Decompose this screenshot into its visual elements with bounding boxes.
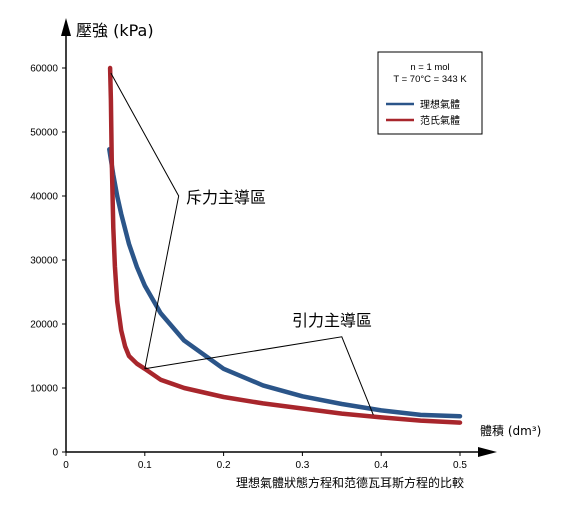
y-tick-label: 60000 <box>30 64 58 75</box>
y-tick-label: 40000 <box>30 192 58 203</box>
x-tick-label: 0.2 <box>217 460 231 471</box>
legend-label-vdw: 范氏氣體 <box>420 114 460 127</box>
x-tick-label: 0.1 <box>138 460 152 471</box>
y-tick-label: 10000 <box>30 384 58 395</box>
tick-layer: 0 0.1 0.2 0.3 0.4 0.5 0 10000 20000 30000 40000 500… <box>30 64 467 472</box>
y-axis-arrow-icon <box>61 18 71 36</box>
annotation-repulsion: 斥力主導區 <box>186 188 266 207</box>
legend-condition-amount: n = 1 mol <box>410 62 449 73</box>
x-axis-arrow-icon <box>478 447 497 457</box>
chart-caption: 理想氣體狀態方程和范德瓦耳斯方程的比較 <box>236 475 464 490</box>
x-tick-label: 0.5 <box>453 460 467 471</box>
annotation-leader-repulsion <box>110 72 180 369</box>
series-layer <box>107 65 463 425</box>
x-axis-label: 體積 (dm³) <box>480 423 541 438</box>
annotation-leader-attraction <box>144 336 374 416</box>
x-tick-label: 0 <box>63 460 69 471</box>
legend-label-ideal: 理想氣體 <box>420 98 460 111</box>
y-tick-label: 20000 <box>30 320 58 331</box>
annotation-lines <box>110 72 374 416</box>
legend: n = 1 mol T = 70°C = 343 K 理想氣體 范氏氣體 <box>377 51 483 135</box>
series-line-vdw <box>107 65 463 425</box>
legend-condition-temperature: T = 70°C = 343 K <box>393 74 467 85</box>
annotation-attraction: 引力主導區 <box>292 311 372 330</box>
x-tick-label: 0.4 <box>374 460 388 471</box>
y-axis-label: 壓強 (kPa) <box>76 21 154 40</box>
y-tick-label: 50000 <box>30 128 58 139</box>
x-tick-label: 0.3 <box>295 460 309 471</box>
y-tick-label: 0 <box>52 448 58 459</box>
series-line-ideal <box>107 147 463 419</box>
y-tick-label: 30000 <box>30 256 58 267</box>
